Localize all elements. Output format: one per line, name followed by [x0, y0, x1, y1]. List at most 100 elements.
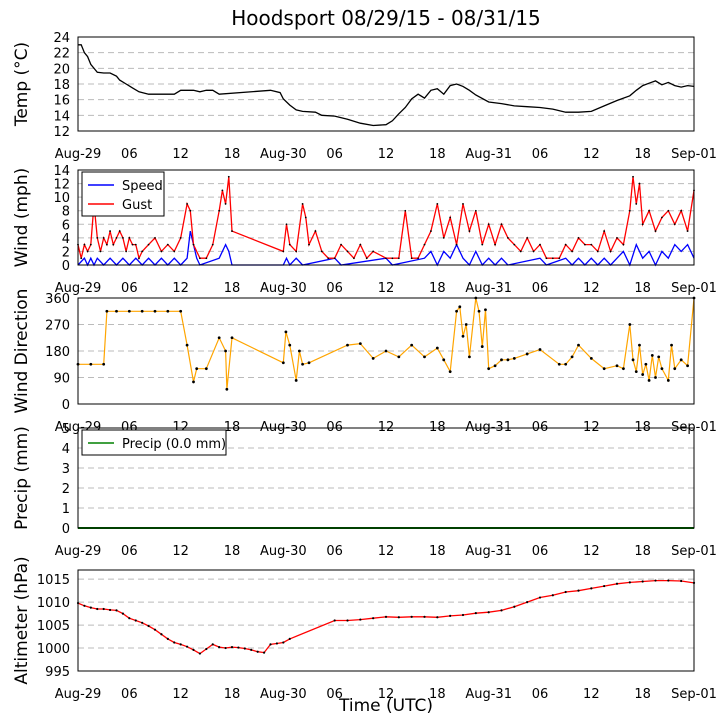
altimeter-point [108, 608, 112, 612]
direction-point [622, 367, 625, 371]
y-axis-label: Temp (°C) [12, 42, 32, 127]
gust-point [301, 203, 304, 205]
direction-point [217, 336, 221, 340]
gust-point [616, 236, 618, 239]
gust-point [224, 203, 227, 205]
gust-point [609, 250, 612, 253]
gust-point [99, 250, 102, 253]
altimeter-point [275, 642, 279, 645]
gust-point [112, 243, 115, 246]
x-tick-label: Aug-31 [465, 147, 512, 162]
altimeter-point [564, 590, 567, 594]
direction-point [484, 308, 487, 312]
x-tick-label: 12 [583, 281, 600, 296]
altimeter-point [603, 584, 606, 588]
altimeter-point [513, 605, 516, 608]
altimeter-point [346, 619, 349, 622]
x-tick-label: Aug-30 [260, 281, 307, 296]
x-tick-label: 12 [378, 147, 395, 162]
gust-point [481, 243, 484, 246]
altimeter-point [141, 621, 144, 624]
x-tick-label: 18 [429, 687, 446, 702]
gust-point [596, 250, 599, 253]
altimeter-point [410, 615, 413, 618]
gust-point [118, 230, 121, 232]
y-tick-label: 180 [45, 345, 70, 360]
altimeter-point [680, 579, 683, 583]
altimeter-point [89, 606, 92, 609]
gust-point [603, 230, 606, 232]
axes-frame [77, 569, 695, 672]
axes-frame [77, 297, 695, 405]
x-tick-label: 18 [224, 687, 241, 702]
x-tick-label: 12 [378, 687, 395, 702]
direction-point [89, 362, 93, 366]
direction-point [615, 364, 619, 368]
gust-point [205, 257, 208, 260]
x-tick-label: 18 [634, 147, 651, 162]
gust-point [635, 203, 638, 205]
gust-point [410, 257, 413, 260]
altimeter-point [449, 614, 452, 618]
x-tick-label: Aug-29 [55, 544, 102, 559]
x-tick-label: 18 [634, 544, 651, 559]
y-tick-label: 0 [62, 398, 70, 413]
altimeter-point [224, 646, 227, 650]
altimeter-point [115, 609, 118, 612]
altimeter-point [160, 633, 163, 636]
direction-point [557, 362, 561, 366]
gust-point [125, 250, 128, 253]
gust-point [385, 257, 387, 260]
altimeter-point [211, 643, 214, 646]
gust-point [221, 189, 224, 192]
gust-point [519, 250, 522, 253]
altimeter-point [83, 604, 86, 607]
x-tick-label: 06 [121, 687, 138, 702]
direction-point [384, 349, 388, 353]
altimeter-point [198, 652, 202, 655]
y-tick-label: 22 [53, 47, 70, 62]
direction-point [179, 309, 183, 313]
x-tick-label: 06 [532, 147, 549, 162]
altimeter-point [256, 650, 259, 653]
y-axis-label: Altimeter (hPa) [12, 556, 32, 684]
direction-point [448, 370, 452, 374]
altimeter-point [102, 607, 105, 611]
y-tick-label: 6 [62, 218, 70, 233]
x-tick-label: Sep-01 [671, 147, 717, 162]
altimeter-panel: 995 1000 1005 1010 1015 Aug-29 06 12 18 Aug-30 06 1… [12, 556, 717, 702]
gust-point [487, 223, 490, 226]
direction-point [654, 376, 657, 379]
y-tick-label: 1010 [37, 596, 70, 611]
direction-point [435, 346, 439, 350]
y-tick-label: 1000 [37, 642, 70, 657]
gust-point [430, 230, 432, 232]
y-tick-label: 12 [53, 125, 70, 140]
direction-point [464, 323, 468, 326]
gust-point [211, 243, 214, 246]
x-tick-label: 06 [121, 544, 138, 559]
x-tick-label: Sep-01 [671, 687, 717, 702]
direction-point [512, 356, 516, 360]
x-tick-label: 18 [634, 281, 651, 296]
direction-point [288, 343, 292, 347]
gust-point [372, 250, 375, 253]
gust-point [192, 243, 195, 246]
direction-point [455, 309, 458, 313]
gust-point [551, 257, 554, 260]
direction-point [641, 373, 645, 376]
altimeter-point [461, 613, 465, 617]
direction-point [166, 309, 170, 313]
altimeter-point [590, 587, 593, 590]
gust-point [654, 230, 657, 232]
gust-point [333, 257, 336, 260]
direction-point [153, 309, 157, 313]
x-tick-label: Aug-29 [55, 687, 102, 702]
gust-point [564, 243, 567, 246]
direction-point [602, 367, 606, 371]
altimeter-point [487, 611, 490, 614]
altimeter-point [243, 647, 246, 650]
x-tick-label: 18 [429, 544, 446, 559]
